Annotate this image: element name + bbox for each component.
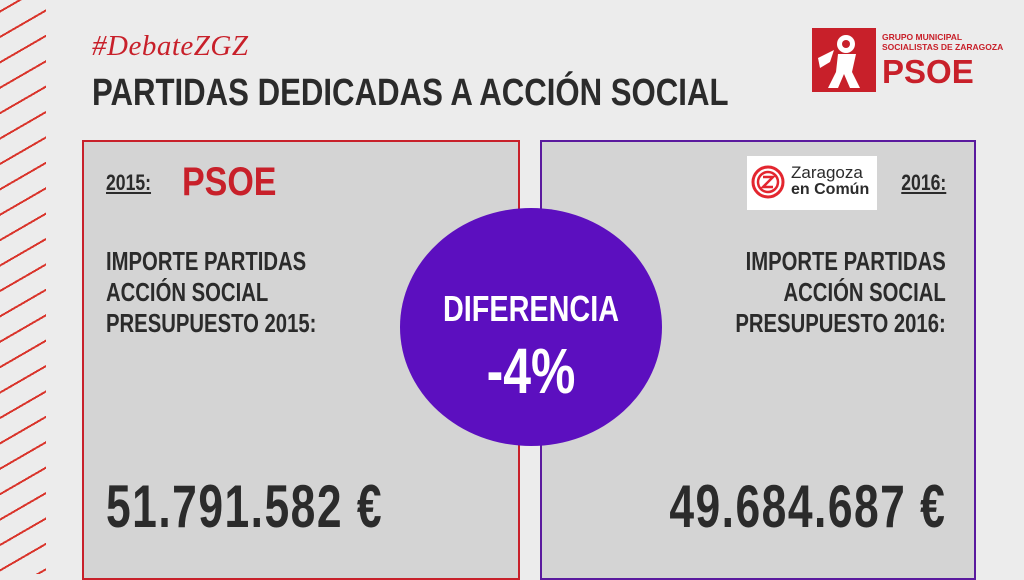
budget-label-line: PRESUPUESTO 2016:: [735, 308, 946, 338]
zaragoza-en-comun-logo: Zaragoza en Común: [747, 156, 877, 210]
zec-logo-line2: en Común: [791, 181, 870, 198]
difference-value: -4%: [486, 335, 576, 407]
budget-label-line: IMPORTE PARTIDAS: [745, 246, 946, 276]
psoe-logo-line2: SOCIALISTAS DE ZARAGOZA: [882, 42, 1004, 52]
zaragoza-en-comun-icon: [751, 165, 785, 199]
psoe-logo-line1: GRUPO MUNICIPAL: [882, 32, 963, 42]
page-title: PARTIDAS DEDICADAS A ACCIÓN SOCIAL: [92, 72, 729, 114]
psoe-logo: GRUPO MUNICIPAL SOCIALISTAS DE ZARAGOZA …: [812, 28, 1004, 94]
psoe-logo-word: PSOE: [882, 53, 974, 90]
amount-2015: 51.791.582 €: [106, 473, 384, 540]
hashtag: #DebateZGZ: [92, 30, 249, 62]
amount-2016: 49.684.687 €: [668, 473, 946, 540]
year-2016-label: 2016:: [900, 170, 946, 195]
year-2015-label: 2015:: [106, 170, 152, 195]
budget-label-line: ACCIÓN SOCIAL: [106, 277, 269, 307]
difference-circle: DIFERENCIA -4%: [400, 208, 662, 446]
budget-label-2015: IMPORTE PARTIDAS ACCIÓN SOCIAL PRESUPUES…: [106, 246, 316, 339]
budget-label-line: PRESUPUESTO 2015:: [106, 308, 317, 338]
party-psoe-label: PSOE: [182, 160, 277, 204]
budget-label-2016: IMPORTE PARTIDAS ACCIÓN SOCIAL PRESUPUES…: [736, 246, 946, 339]
panel-2015: 2015: PSOE IMPORTE PARTIDAS ACCIÓN SOCIA…: [82, 140, 520, 580]
budget-label-line: ACCIÓN SOCIAL: [783, 277, 946, 307]
zec-logo-line1: Zaragoza: [791, 163, 863, 182]
decorative-stripes: [0, 0, 46, 574]
psoe-rose-icon: [812, 28, 876, 92]
difference-label: DIFERENCIA: [442, 288, 619, 329]
budget-label-line: IMPORTE PARTIDAS: [106, 246, 307, 276]
